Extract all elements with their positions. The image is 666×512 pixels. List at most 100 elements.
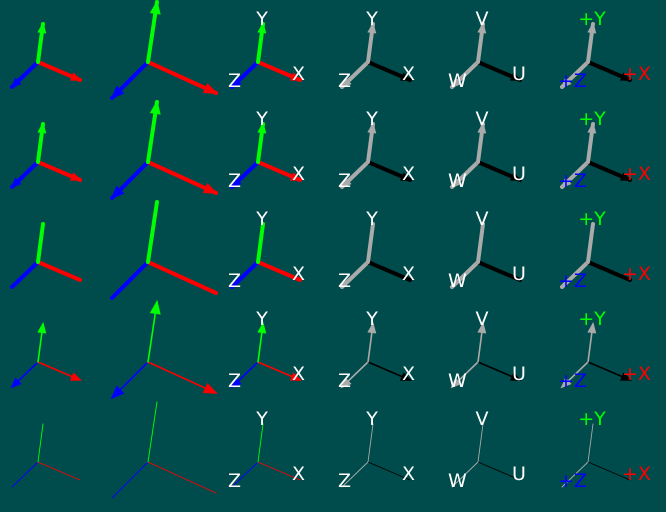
y-arrowhead-icon [37,122,47,134]
z-axis-label: Z [228,370,241,392]
z-axis-shaft [11,461,39,488]
z-arrowhead-icon [10,77,22,89]
y-axis-label: Y [365,108,378,130]
x-axis-label: X [292,163,305,185]
z-axis-label: Z [338,170,351,192]
y-axis-label: V [476,8,489,30]
y-axis-label: Y [255,408,268,430]
y-axis-label: Y [255,308,268,330]
z-arrowhead-icon [230,377,242,389]
z-axis-label: +Z [558,370,587,392]
axis-triad-thin-arrows-mono-uvw: U V W [448,308,526,392]
y-axis-label: Y [365,8,378,30]
x-axis-shaft [257,461,301,481]
x-axis-label: U [512,163,526,185]
x-axis-label: +X [622,463,651,485]
axis-triad-thin-no-arrows-colored-small [11,423,81,488]
y-arrowhead-icon [587,322,597,334]
x-axis-label: +X [622,163,651,185]
x-arrowhead-icon [289,72,302,81]
z-axis-label: Z [228,170,241,192]
y-axis-label: +Y [578,308,606,330]
y-arrowhead-icon [367,322,377,334]
z-axis-shaft [10,260,40,289]
y-axis-label: +Y [578,8,606,30]
z-axis-shaft [451,461,479,488]
y-arrowhead-icon [587,122,597,134]
x-axis-label: X [292,263,305,285]
z-axis-label: W [448,70,467,92]
z-axis-shaft [111,461,149,499]
x-axis-label: U [512,363,526,385]
y-arrowhead-icon [587,22,597,34]
x-axis-shaft [146,60,218,95]
y-arrowhead-icon [477,122,487,134]
z-arrowhead-icon [10,177,22,189]
y-axis-shaft [146,200,159,264]
y-axis-label: V [476,308,489,330]
y-axis-label: Y [255,208,268,230]
x-axis-label: X [402,363,415,385]
y-axis-label: +Y [578,208,606,230]
x-axis-shaft [477,461,521,481]
z-axis-shaft [230,260,260,289]
z-arrowhead-icon [340,377,352,389]
y-axis-label: Y [365,208,378,230]
z-axis-label: +Z [558,470,587,492]
y-axis-shaft [477,423,484,463]
x-arrowhead-icon [69,72,82,81]
x-arrowhead-icon [509,372,522,381]
x-axis-label: X [402,263,415,285]
y-axis-shaft [147,401,158,463]
z-axis-label: Z [338,70,351,92]
y-arrowhead-icon [37,322,47,334]
y-arrowhead-icon [149,100,161,115]
x-axis-shaft [476,260,522,282]
x-axis-shaft [256,260,302,282]
x-axis-shaft [37,461,81,481]
z-arrowhead-icon [450,77,462,89]
x-arrowhead-icon [69,172,82,181]
z-axis-label: +Z [558,70,587,92]
axis-triad-thick-arrows-2-mono-xyz: X Y Z [338,108,415,192]
x-axis-shaft [36,260,82,282]
z-axis-label: W [448,470,467,492]
axis-triad-thin-no-arrows-colored-xyz: X Y Z [228,408,305,492]
y-axis-label: +Y [578,408,606,430]
x-axis-label: X [292,363,305,385]
x-arrowhead-icon [69,372,82,381]
axis-triad-thick-arrows-mono-xyz: X Y Z [338,8,415,92]
x-axis-label: U [512,463,526,485]
x-axis-shaft [366,260,412,282]
x-arrowhead-icon [619,172,632,181]
y-arrowhead-icon [477,22,487,34]
y-arrowhead-icon [367,22,377,34]
z-arrowhead-icon [450,377,462,389]
axis-triad-thick-arrows-mono-uvw: U V W [448,8,526,92]
y-arrowhead-icon [37,22,47,34]
y-axis-label: Y [255,108,268,130]
axis-triad-thin-arrows-colored-small [10,322,82,389]
x-axis-label: X [402,463,415,485]
z-axis-label: +Z [558,170,587,192]
y-arrowhead-icon [257,322,267,334]
y-arrowhead-icon [257,122,267,134]
z-axis-label: Z [338,370,351,392]
y-arrowhead-icon [149,0,161,15]
z-axis-shaft [110,260,150,300]
y-axis-shaft [367,423,374,463]
y-axis-label: V [476,108,489,130]
z-arrowhead-icon [340,77,352,89]
axis-triad-thick-arrows-2-mono-signed: +X +Y +Z [558,108,651,192]
z-arrowhead-icon [10,377,22,389]
z-axis-label: W [448,170,467,192]
z-axis-shaft [560,260,590,289]
y-arrowhead-icon [367,122,377,134]
x-axis-label: X [402,163,415,185]
axis-triad-thick-arrows-2-colored-xyz: X Y Z [228,108,305,192]
y-axis-shaft [587,423,594,463]
axis-triad-thin-no-arrows-mono-uvw: U V W [448,408,526,492]
axis-triad-thin-no-arrows-colored-large [111,401,217,499]
x-arrowhead-icon [509,172,522,181]
axis-triad-thin-arrows-colored-xyz: X Y Z [228,308,305,392]
